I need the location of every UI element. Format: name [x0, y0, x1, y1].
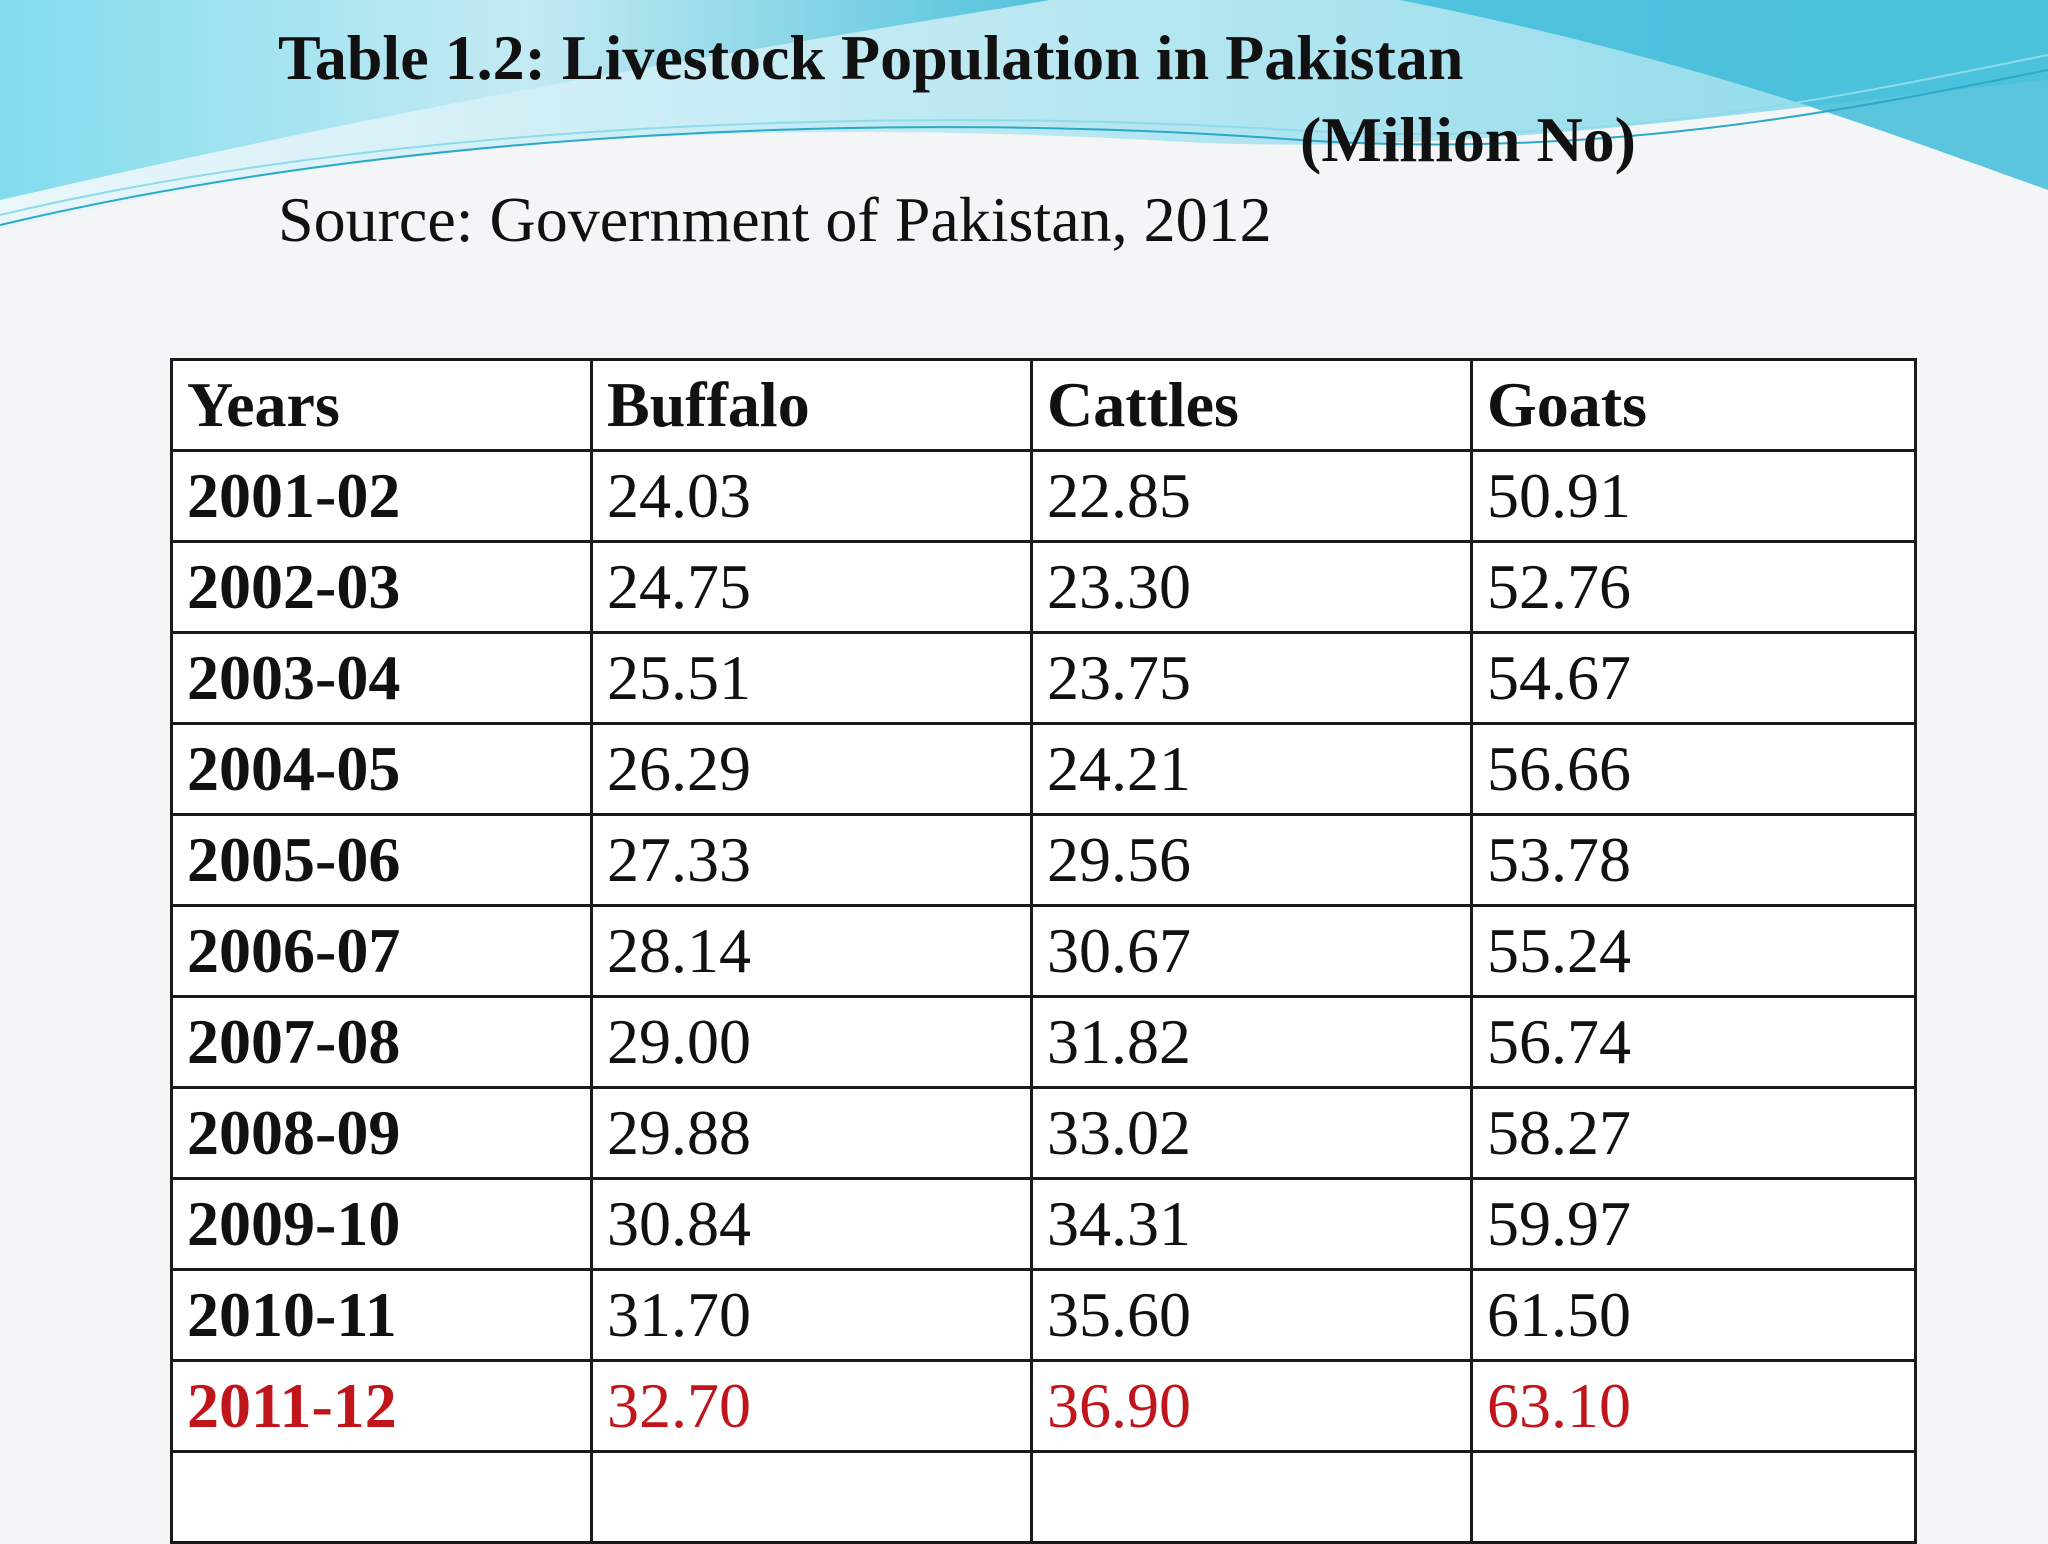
decorative-wave-background: [0, 0, 2048, 230]
buffalo-cell: 28.14: [590, 904, 1033, 998]
table-row: 2001-02 24.03 22.85 50.91: [170, 449, 1917, 543]
table-row: 2010-11 31.70 35.60 61.50: [170, 1268, 1917, 1362]
buffalo-cell: 29.00: [590, 995, 1033, 1089]
goats-cell: 61.50: [1470, 1268, 1917, 1362]
table-row: 2009-10 30.84 34.31 59.97: [170, 1177, 1917, 1271]
table-row: 2003-04 25.51 23.75 54.67: [170, 631, 1917, 725]
year-cell: 2010-11: [170, 1268, 593, 1362]
header-cattles: Cattles: [1030, 358, 1473, 452]
header-goats: Goats: [1470, 358, 1917, 452]
year-cell: 2002-03: [170, 540, 593, 634]
goats-cell: 54.67: [1470, 631, 1917, 725]
cattles-cell: 31.82: [1030, 995, 1473, 1089]
header-years: Years: [170, 358, 593, 452]
buffalo-cell: [590, 1450, 1033, 1544]
table-row: 2007-08 29.00 31.82 56.74: [170, 995, 1917, 1089]
buffalo-cell: 29.88: [590, 1086, 1033, 1180]
goats-cell: 56.74: [1470, 995, 1917, 1089]
goats-cell: 50.91: [1470, 449, 1917, 543]
table-row-empty: [170, 1450, 1917, 1544]
cattles-cell: 30.67: [1030, 904, 1473, 998]
year-cell: [170, 1450, 593, 1544]
cattles-cell: 36.90: [1030, 1359, 1473, 1453]
table-row: 2002-03 24.75 23.30 52.76: [170, 540, 1917, 634]
unit-label: (Million No): [1300, 104, 1636, 175]
table-header-row: Years Buffalo Cattles Goats: [170, 358, 1917, 452]
buffalo-cell: 27.33: [590, 813, 1033, 907]
year-cell: 2004-05: [170, 722, 593, 816]
cattles-cell: [1030, 1450, 1473, 1544]
buffalo-cell: 32.70: [590, 1359, 1033, 1453]
year-cell: 2011-12: [170, 1359, 593, 1453]
buffalo-cell: 26.29: [590, 722, 1033, 816]
cattles-cell: 34.31: [1030, 1177, 1473, 1271]
buffalo-cell: 24.03: [590, 449, 1033, 543]
cattles-cell: 29.56: [1030, 813, 1473, 907]
goats-cell: 58.27: [1470, 1086, 1917, 1180]
year-cell: 2005-06: [170, 813, 593, 907]
cattles-cell: 33.02: [1030, 1086, 1473, 1180]
goats-cell: 52.76: [1470, 540, 1917, 634]
goats-cell: 55.24: [1470, 904, 1917, 998]
goats-cell: 56.66: [1470, 722, 1917, 816]
cattles-cell: 22.85: [1030, 449, 1473, 543]
table-row: 2005-06 27.33 29.56 53.78: [170, 813, 1917, 907]
year-cell: 2003-04: [170, 631, 593, 725]
table-row: 2004-05 26.29 24.21 56.66: [170, 722, 1917, 816]
table-row: 2006-07 28.14 30.67 55.24: [170, 904, 1917, 998]
goats-cell: [1470, 1450, 1917, 1544]
page-title: Table 1.2: Livestock Population in Pakis…: [278, 22, 1464, 93]
table-row-highlighted: 2011-12 32.70 36.90 63.10: [170, 1359, 1917, 1453]
source-text: Source: Government of Pakistan, 2012: [278, 184, 1272, 255]
cattles-cell: 23.75: [1030, 631, 1473, 725]
cattles-cell: 35.60: [1030, 1268, 1473, 1362]
year-cell: 2001-02: [170, 449, 593, 543]
year-cell: 2007-08: [170, 995, 593, 1089]
cattles-cell: 24.21: [1030, 722, 1473, 816]
goats-cell: 53.78: [1470, 813, 1917, 907]
goats-cell: 59.97: [1470, 1177, 1917, 1271]
goats-cell: 63.10: [1470, 1359, 1917, 1453]
table-row: 2008-09 29.88 33.02 58.27: [170, 1086, 1917, 1180]
buffalo-cell: 24.75: [590, 540, 1033, 634]
livestock-table: Years Buffalo Cattles Goats 2001-02 24.0…: [170, 358, 1917, 1544]
cattles-cell: 23.30: [1030, 540, 1473, 634]
buffalo-cell: 25.51: [590, 631, 1033, 725]
buffalo-cell: 31.70: [590, 1268, 1033, 1362]
header-buffalo: Buffalo: [590, 358, 1033, 452]
buffalo-cell: 30.84: [590, 1177, 1033, 1271]
year-cell: 2008-09: [170, 1086, 593, 1180]
year-cell: 2006-07: [170, 904, 593, 998]
year-cell: 2009-10: [170, 1177, 593, 1271]
